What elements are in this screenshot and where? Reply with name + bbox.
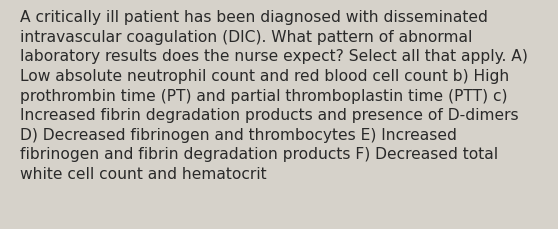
Text: A critically ill patient has been diagnosed with disseminated
intravascular coag: A critically ill patient has been diagno…	[20, 10, 527, 181]
